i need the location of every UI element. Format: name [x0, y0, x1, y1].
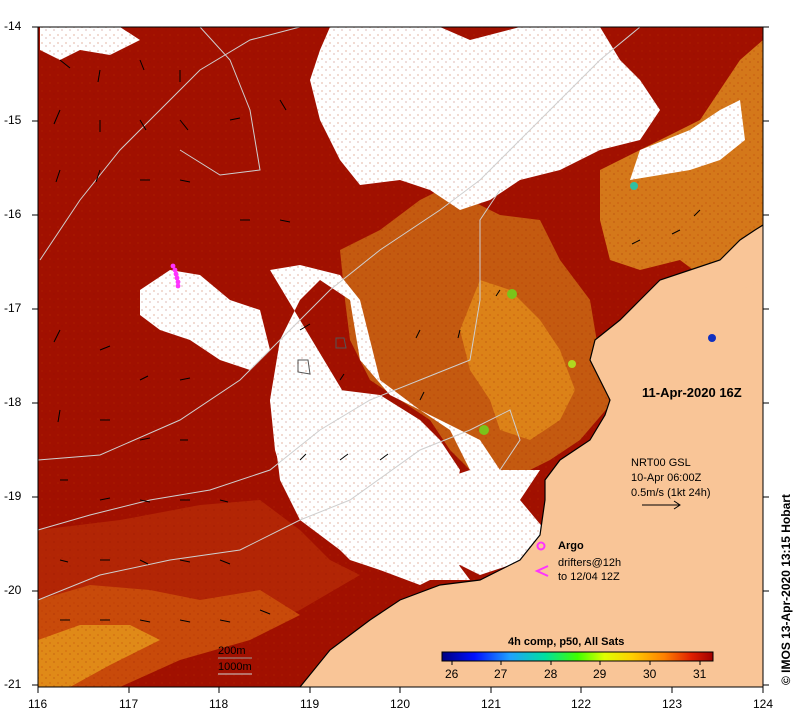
current-scale-arrow	[642, 500, 681, 510]
drifters-legend-line1: drifters@12h	[558, 557, 622, 569]
colorbar	[441, 651, 714, 662]
argo-legend-label: Argo	[558, 540, 584, 552]
coastline	[299, 224, 764, 688]
colorbar-ticks	[451, 661, 701, 665]
axis-ticks	[32, 26, 769, 693]
land	[300, 225, 763, 687]
lon-tick-label: 123	[662, 697, 683, 711]
lat-tick-label: -19	[4, 489, 22, 503]
imos-credit: © IMOS 13-Apr-2020 13:15 Hobart	[779, 494, 793, 685]
reef-outline	[297, 337, 347, 375]
lat-tick-label: -14	[4, 19, 22, 33]
lon-tick-label: 120	[390, 697, 411, 711]
warm-spot	[507, 289, 517, 299]
colorbar-title: 4h comp, p50, All Sats	[508, 636, 625, 648]
colorbar-tick-label: 30	[643, 667, 657, 681]
contour-200-label: 200m	[218, 645, 246, 657]
drifter-legend-symbol	[534, 565, 549, 577]
currents-legend-line2: 10-Apr 06:00Z	[631, 472, 702, 484]
lon-tick-label: 124	[753, 697, 774, 711]
lat-tick-label: -16	[4, 207, 22, 221]
warm-spot	[708, 334, 716, 342]
lon-tick-label: 118	[209, 697, 229, 711]
lon-tick-label: 122	[571, 697, 592, 711]
lon-tick-label: 116	[28, 697, 48, 711]
currents-legend-line3: 0.5m/s (1kt 24h)	[631, 487, 711, 499]
lon-tick-label: 117	[119, 697, 139, 711]
lat-tick-label: -17	[4, 301, 22, 315]
colorbar-tick-label: 31	[693, 667, 707, 681]
warm-spot	[568, 360, 576, 368]
currents-legend-line1: NRT00 GSL	[631, 457, 691, 469]
colorbar-tick-label: 28	[544, 667, 558, 681]
argo-legend-symbol	[536, 541, 546, 551]
colorbar-tick-label: 29	[593, 667, 607, 681]
depth-contours	[37, 26, 641, 601]
lat-tick-label: -15	[4, 113, 22, 127]
colorbar-tick-label: 26	[445, 667, 459, 681]
warm-spot	[630, 182, 638, 190]
colorbar-tick-label: 27	[494, 667, 508, 681]
land-ne	[720, 280, 763, 360]
current-arrows	[53, 59, 701, 623]
lat-tick-label: -20	[4, 583, 22, 597]
argo-track	[170, 263, 181, 289]
lon-tick-label: 119	[300, 697, 320, 711]
warm-spot	[479, 425, 489, 435]
lat-tick-label: -21	[4, 677, 22, 691]
drifters-legend-line2: to 12/04 12Z	[558, 571, 620, 583]
date-label: 11-Apr-2020 16Z	[642, 385, 742, 400]
lon-tick-label: 121	[481, 697, 502, 711]
lat-tick-label: -18	[4, 395, 22, 409]
contour-1000-label: 1000m	[218, 661, 252, 673]
